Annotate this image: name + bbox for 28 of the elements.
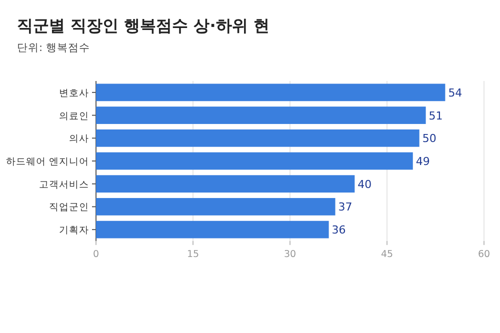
y-tick-label: 변호사 [59,88,89,99]
y-tick-label: 고객서비스 [39,179,89,190]
chart-subtitle: 단위: 행복점수 [17,42,90,54]
bar [96,84,446,102]
chart-title: 직군별 직장인 행복점수 상·하위 현 [17,16,270,35]
y-tick-label: 기획자 [59,225,89,236]
data-label: 50 [422,132,436,146]
bar [96,220,329,238]
bar [96,175,355,193]
x-tick-label: 15 [186,249,200,260]
y-tick-label: 의료인 [59,110,89,122]
x-tick-label: 60 [478,249,490,260]
bar [96,106,426,124]
data-label: 40 [358,178,372,191]
data-label: 54 [448,86,462,100]
x-tick-label: 45 [380,249,394,260]
x-tick-label: 0 [92,249,100,260]
y-tick-label: 직업군인 [49,202,89,214]
data-label: 51 [428,109,443,122]
x-tick-label: 30 [284,249,296,260]
bar [96,198,336,216]
data-label: 36 [332,224,346,237]
y-tick-label: 의사 [69,134,89,145]
bar [96,129,420,147]
bar [96,152,413,170]
data-label: 49 [416,155,430,168]
data-label: 37 [338,200,352,214]
y-tick-label: 하드웨어 엔지니어 [6,156,89,168]
